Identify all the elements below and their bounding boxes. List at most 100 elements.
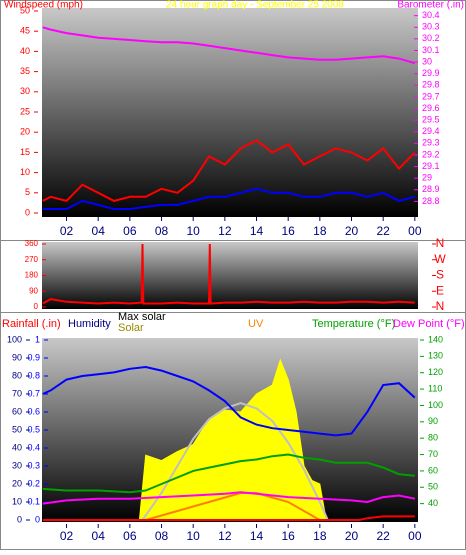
- y2-tick-label: E: [436, 283, 444, 297]
- x-tick-label: 00: [408, 224, 422, 238]
- x-tick-label: 14: [250, 224, 264, 238]
- y-tick-label: 5: [25, 187, 30, 197]
- y-tick-label: 50: [12, 424, 22, 434]
- y2-tick-label: S: [436, 268, 444, 282]
- y3-tick-label: 0.5: [27, 424, 40, 434]
- y-tick-label: 180: [25, 271, 39, 280]
- y2-tick-label: 29.4: [422, 126, 440, 136]
- legend-entry: UV: [248, 318, 264, 330]
- y-axis-label: Windspeed (mph): [4, 0, 83, 11]
- y2-tick-label: 30.3: [422, 22, 440, 32]
- y-tick-label: 40: [20, 46, 30, 56]
- y2-tick-label: W: [434, 252, 446, 266]
- y3-tick-label: 0.8: [27, 370, 40, 380]
- y2-tick-label: 70: [428, 449, 438, 459]
- y-tick-label: 70: [12, 388, 22, 398]
- y2-tick-label: 29.7: [422, 91, 440, 101]
- y2-tick-label: 90: [428, 416, 438, 426]
- y-tick-label: 45: [20, 26, 30, 36]
- y2-tick-label: 29.3: [422, 138, 440, 148]
- line: [42, 515, 415, 521]
- legend-entry: Max solar: [118, 311, 166, 323]
- y2-tick-label: 29.1: [422, 161, 440, 171]
- x-tick-label: 00: [408, 529, 422, 543]
- plot-area: [42, 8, 418, 217]
- line: [141, 401, 329, 521]
- legend-entry: Humidity: [68, 318, 111, 330]
- x-tick-label: 04: [92, 224, 106, 238]
- x-tick-label: 02: [60, 224, 74, 238]
- plot-area: [42, 242, 418, 309]
- line: [42, 491, 415, 505]
- line: [42, 365, 416, 437]
- y-tick-label: 60: [12, 406, 22, 416]
- x-tick-label: 20: [345, 224, 359, 238]
- y2-tick-label: 40: [428, 498, 438, 508]
- x-tick-label: 08: [155, 529, 169, 543]
- y-tick-label: 50: [20, 5, 30, 15]
- y2-tick-label: 120: [428, 367, 443, 377]
- line: [42, 453, 415, 494]
- line: [42, 243, 415, 305]
- y2-tick-label: 29.8: [422, 80, 440, 90]
- x-tick-label: 10: [187, 529, 201, 543]
- legend-entry: Rainfall (.in): [2, 318, 61, 330]
- x-tick-label: 04: [92, 529, 106, 543]
- y2-tick-label: 29: [422, 173, 432, 183]
- y2-axis-label: Barometer (.in): [397, 0, 464, 11]
- y2-tick-label: 110: [428, 383, 442, 393]
- y-tick-label: 15: [20, 147, 30, 157]
- x-tick-label: 06: [123, 529, 137, 543]
- x-tick-label: 06: [123, 224, 137, 238]
- y-tick-label: 30: [20, 86, 30, 96]
- y3-tick-label: 0.9: [27, 352, 40, 362]
- y-tick-label: 40: [12, 442, 22, 452]
- line: [42, 187, 416, 210]
- y-tick-label: 100: [7, 334, 22, 344]
- x-tick-label: 16: [282, 529, 296, 543]
- y3-tick-label: 0.1: [27, 496, 40, 506]
- chart-title: 24 hour graph day - September 25 2008: [166, 0, 344, 11]
- y-tick-label: 30: [12, 460, 22, 470]
- x-tick-label: 14: [250, 529, 264, 543]
- y-tick-label: 0: [17, 514, 22, 524]
- y-tick-label: 90: [29, 286, 38, 295]
- y-tick-label: 80: [12, 370, 22, 380]
- x-tick-label: 22: [376, 529, 390, 543]
- x-tick-label: 02: [60, 529, 74, 543]
- y3-tick-label: 0.6: [27, 406, 40, 416]
- y2-tick-label: 80: [428, 433, 438, 443]
- y-tick-label: 270: [25, 255, 39, 264]
- y2-tick-label: 50: [428, 482, 438, 492]
- line: [145, 492, 321, 521]
- x-tick-label: 08: [155, 224, 169, 238]
- y-tick-label: 0: [34, 302, 39, 311]
- x-tick-label: 12: [218, 224, 232, 238]
- y2-tick-label: 30: [422, 56, 432, 66]
- y3-tick-label: 0.4: [27, 442, 40, 452]
- y-tick-label: 0: [25, 207, 30, 217]
- area: [138, 358, 327, 521]
- y2-tick-label: 30.1: [422, 45, 440, 55]
- line: [42, 26, 416, 65]
- y2-tick-label: 29.9: [422, 68, 440, 78]
- y-tick-label: 35: [20, 66, 30, 76]
- y3-tick-label: 0: [35, 514, 40, 524]
- y3-tick-label: 1: [35, 334, 40, 344]
- y-tick-label: 20: [20, 127, 30, 137]
- y3-tick-label: 0.7: [27, 388, 40, 398]
- y2-tick-label: 100: [428, 400, 443, 410]
- y3-tick-label: 0.3: [27, 460, 40, 470]
- y-tick-label: 25: [20, 106, 30, 116]
- y2-tick-label: 29.5: [422, 115, 440, 125]
- y2-tick-label: 30.2: [422, 33, 440, 43]
- y-tick-label: 90: [12, 352, 22, 362]
- x-tick-label: 18: [313, 529, 327, 543]
- y-tick-label: 10: [12, 496, 22, 506]
- y2-tick-label: 130: [428, 351, 443, 361]
- line: [42, 139, 416, 203]
- x-tick-label: 10: [187, 224, 201, 238]
- y2-tick-label: 30.4: [422, 10, 440, 20]
- y2-tick-label: 60: [428, 465, 438, 475]
